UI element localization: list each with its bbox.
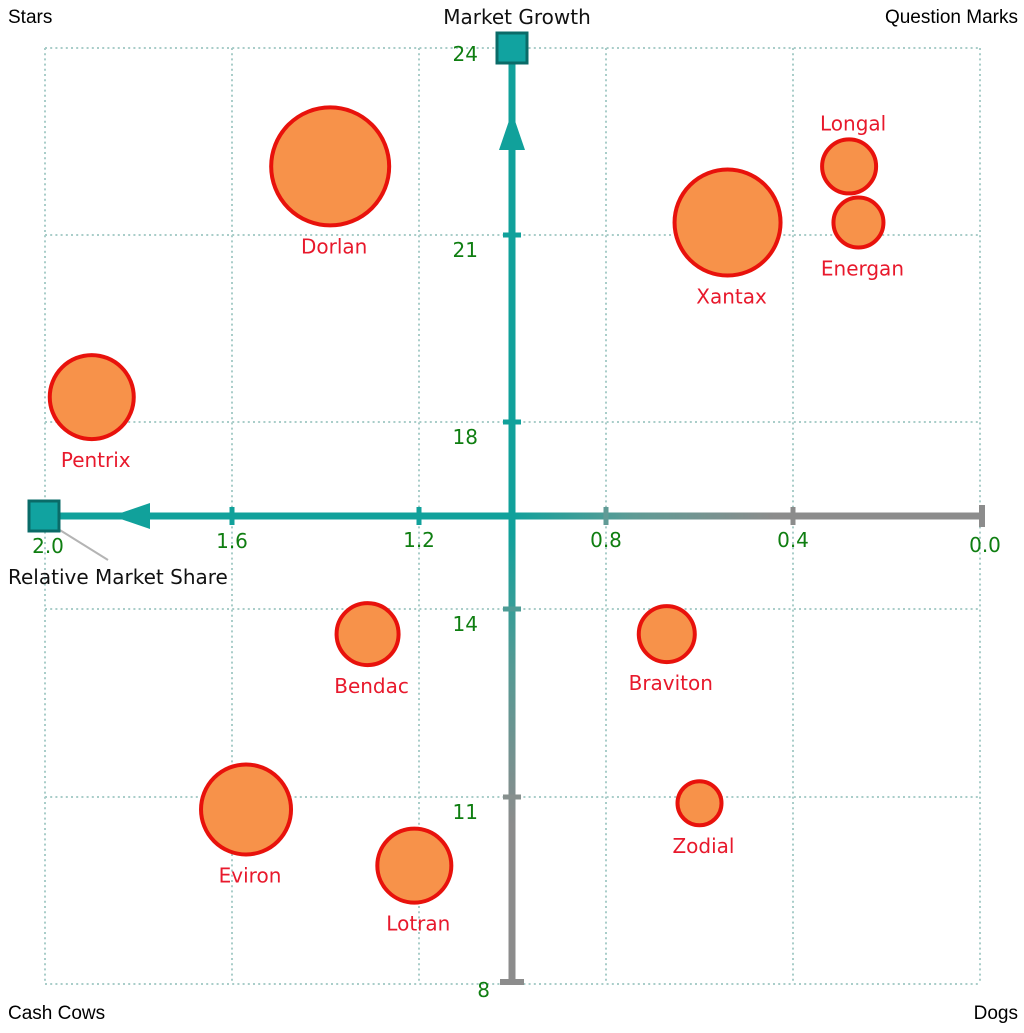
y-tick-label-18: 18 — [453, 425, 478, 449]
axis-handle-left[interactable] — [27, 499, 61, 533]
x-tick-label-0.8: 0.8 — [590, 528, 622, 552]
x-tick-label-0.4: 0.4 — [777, 528, 809, 552]
bubble-label-braviton: Braviton — [629, 671, 713, 695]
bubble-energan[interactable] — [831, 195, 886, 250]
x-tick-label-0.0: 0.0 — [969, 533, 1001, 557]
bubble-label-lotran: Lotran — [386, 912, 450, 936]
bubble-label-zodial: Zodial — [672, 834, 734, 858]
bubble-label-bendac: Bendac — [334, 674, 409, 698]
bubble-label-dorlan: Dorlan — [301, 234, 367, 258]
bubble-eviron[interactable] — [199, 762, 294, 857]
bubble-label-xantax: Xantax — [696, 285, 767, 309]
bubble-label-eviron: Eviron — [219, 863, 282, 887]
quadrant-label-question-marks: Question Marks — [884, 7, 1018, 28]
bubble-label-pentrix: Pentrix — [61, 448, 131, 472]
bubble-xantax[interactable] — [672, 167, 783, 278]
bubble-longal[interactable] — [820, 137, 879, 196]
y-tick-label-8: 8 — [477, 978, 490, 1002]
quadrant-label-dogs: Dogs — [973, 1003, 1018, 1024]
leader-line — [54, 526, 109, 561]
bubble-label-longal: Longal — [820, 111, 886, 135]
bubble-label-energan: Energan — [821, 257, 904, 281]
bubble-pentrix[interactable] — [47, 353, 136, 442]
x-axis-title: Relative Market Share — [8, 565, 228, 589]
y-tick-label-24: 24 — [453, 42, 478, 66]
bubble-lotran[interactable] — [375, 826, 454, 905]
axis-handle-top[interactable] — [495, 31, 529, 65]
bubble-bendac[interactable] — [334, 601, 401, 668]
x-axis-arrow-icon — [112, 503, 150, 529]
y-axis-title: Market Growth — [443, 5, 591, 29]
bubble-zodial[interactable] — [675, 779, 724, 828]
bubble-braviton[interactable] — [636, 604, 697, 665]
x-tick-label-1.6: 1.6 — [216, 529, 248, 553]
y-tick-label-14: 14 — [453, 612, 478, 636]
quadrant-label-cash-cows: Cash Cows — [8, 1003, 106, 1024]
y-axis-arrow-icon — [499, 112, 525, 150]
quadrant-label-stars: Stars — [8, 7, 53, 28]
x-tick-label-2.0: 2.0 — [32, 534, 64, 558]
bubble-dorlan[interactable] — [269, 105, 392, 228]
y-tick-label-11: 11 — [453, 800, 478, 824]
x-tick-label-1.2: 1.2 — [403, 528, 435, 552]
y-tick-label-21: 21 — [453, 238, 478, 262]
